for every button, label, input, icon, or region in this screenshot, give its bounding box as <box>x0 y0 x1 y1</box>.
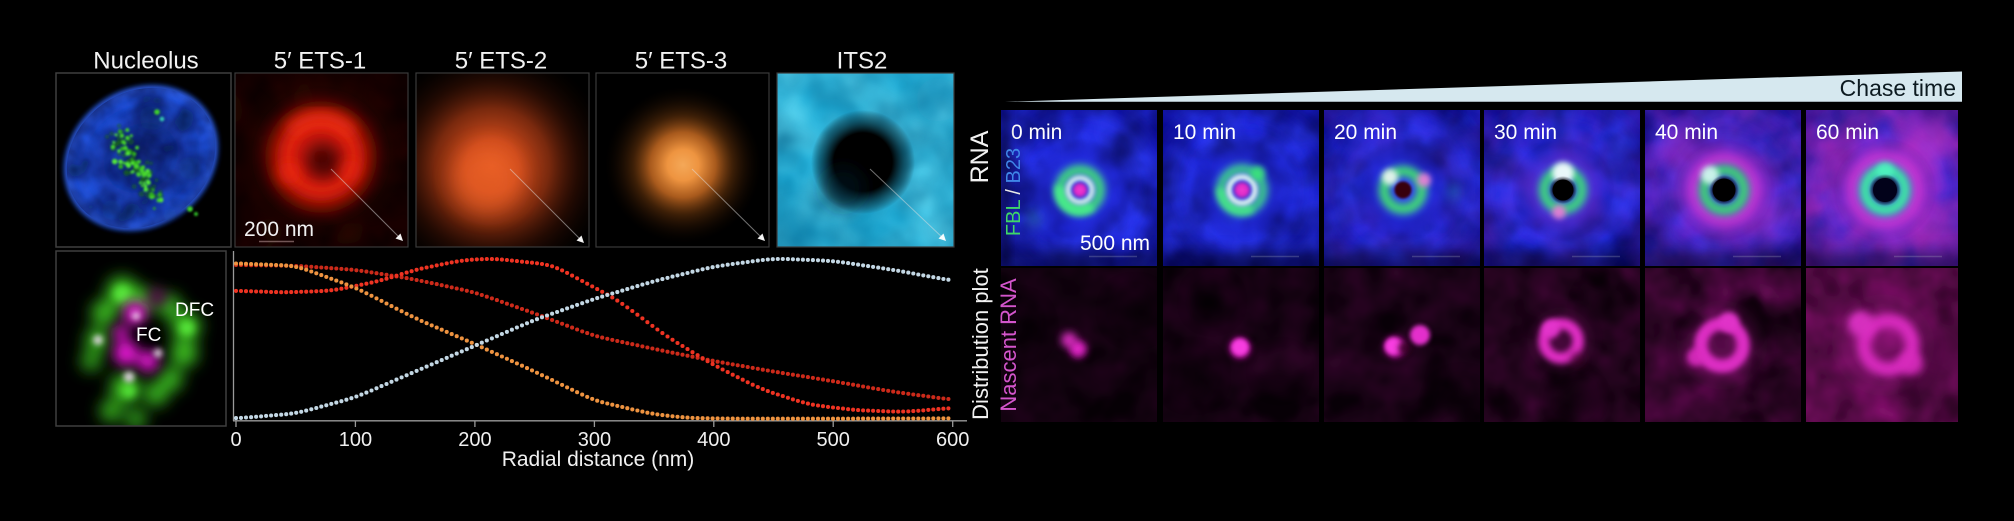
svg-text:5′ ETS-2: 5′ ETS-2 <box>455 48 548 75</box>
svg-text:500: 500 <box>817 429 850 451</box>
svg-text:DFC: DFC <box>175 300 214 321</box>
svg-text:600: 600 <box>936 429 969 451</box>
svg-text:FC: FC <box>136 325 161 346</box>
svg-text:ITS2: ITS2 <box>837 48 888 75</box>
svg-text:0: 0 <box>230 429 241 451</box>
svg-text:RNA: RNA <box>966 130 994 183</box>
svg-text:FBL / B23: FBL / B23 <box>1003 148 1025 236</box>
svg-text:5′ ETS-3: 5′ ETS-3 <box>635 48 728 75</box>
svg-text:5′ ETS-1: 5′ ETS-1 <box>274 48 367 75</box>
svg-text:Distribution plot: Distribution plot <box>968 268 993 420</box>
svg-text:Chase time: Chase time <box>1840 75 1956 101</box>
svg-text:200 nm: 200 nm <box>244 218 314 241</box>
svg-text:60 min: 60 min <box>1816 121 1879 144</box>
svg-text:10 min: 10 min <box>1173 121 1236 144</box>
svg-text:30 min: 30 min <box>1494 121 1557 144</box>
svg-text:500 nm: 500 nm <box>1080 232 1150 255</box>
svg-text:Nascent RNA: Nascent RNA <box>996 278 1021 412</box>
svg-text:40 min: 40 min <box>1655 121 1718 144</box>
svg-text:0 min: 0 min <box>1011 121 1062 144</box>
svg-text:400: 400 <box>697 429 730 451</box>
svg-text:Radial distance (nm): Radial distance (nm) <box>502 448 695 471</box>
svg-text:300: 300 <box>578 429 611 451</box>
svg-text:Nucleolus: Nucleolus <box>93 48 198 75</box>
svg-text:200: 200 <box>458 429 491 451</box>
svg-text:100: 100 <box>339 429 372 451</box>
svg-text:20 min: 20 min <box>1334 121 1397 144</box>
